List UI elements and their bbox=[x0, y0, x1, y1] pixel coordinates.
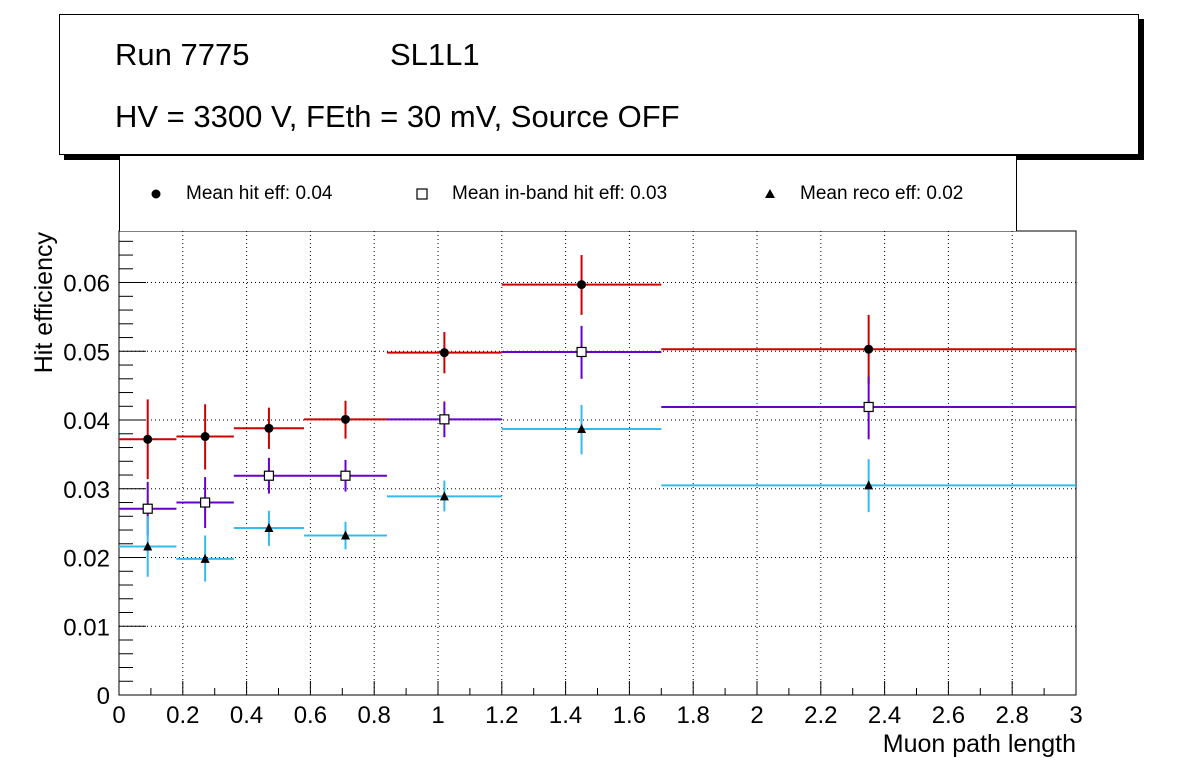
filled-circle-icon bbox=[148, 186, 164, 202]
y-tick-label: 0.04 bbox=[63, 408, 110, 435]
data-series bbox=[119, 255, 1076, 582]
legend-entry-reco: Mean reco eff: 0.02 bbox=[762, 182, 963, 206]
data-point-reco bbox=[386, 480, 502, 512]
layer-name: SL1L1 bbox=[390, 37, 480, 72]
x-tick-label: 1.4 bbox=[549, 702, 582, 729]
open-square-icon bbox=[414, 186, 430, 202]
data-point-reco bbox=[501, 404, 662, 455]
data-point-hit bbox=[176, 404, 234, 470]
data-point-inband bbox=[233, 457, 305, 494]
marker-circle bbox=[200, 432, 210, 442]
marker-open-square bbox=[576, 346, 587, 358]
run-conditions: HV = 3300 V, FEth = 30 mV, Source OFF bbox=[115, 99, 680, 134]
legend-entry-hit: Mean hit eff: 0.04 bbox=[148, 182, 332, 206]
x-tick-label: 0.8 bbox=[358, 702, 391, 729]
data-point-hit bbox=[119, 399, 177, 480]
x-axis-label: Muon path length bbox=[883, 730, 1076, 758]
data-point-reco bbox=[304, 521, 387, 550]
x-tick-label: 1 bbox=[431, 702, 444, 729]
y-axis-label: Hit efficiency bbox=[30, 232, 58, 374]
marker-open-square bbox=[200, 497, 211, 508]
tick-labels: 0 0.2 0.4 0.6 0.8 1 1.2 1.4 1.6 1.8 2 2.2 2.4 2.6 2.8 3… bbox=[63, 271, 1082, 729]
x-tick-label: 0 bbox=[112, 702, 125, 729]
marker-circle bbox=[143, 434, 153, 444]
data-point-hit bbox=[386, 332, 502, 374]
legend-label-reco: Mean reco eff: 0.02 bbox=[800, 183, 964, 204]
y-tick-label: 0.05 bbox=[63, 339, 110, 366]
plot-frame bbox=[118, 230, 1077, 696]
data-point-inband bbox=[304, 459, 387, 492]
x-tick-label: 3 bbox=[1069, 702, 1082, 729]
data-point-inband bbox=[386, 401, 502, 438]
x-tick-label: 0.4 bbox=[230, 702, 263, 729]
filled-triangle-icon bbox=[762, 186, 778, 202]
legend-label-inband: Mean in-band hit eff: 0.03 bbox=[452, 183, 668, 204]
x-tick-label: 1.8 bbox=[677, 702, 710, 729]
legend-entry-inband: Mean in-band hit eff: 0.03 bbox=[414, 182, 667, 206]
data-point-reco bbox=[661, 459, 1076, 513]
marker-open-square bbox=[863, 401, 874, 413]
data-point-hit bbox=[304, 400, 387, 439]
data-point-hit bbox=[501, 255, 662, 315]
marker-triangle bbox=[264, 522, 274, 532]
data-point-inband bbox=[176, 477, 234, 528]
legend-label-hit: Mean hit eff: 0.04 bbox=[186, 183, 333, 204]
marker-open-square bbox=[263, 470, 275, 481]
y-tick-label: 0.03 bbox=[63, 477, 110, 504]
y-tick-label: 0.01 bbox=[63, 614, 110, 641]
x-tick-label: 0.6 bbox=[294, 702, 327, 729]
x-tick-label: 2.6 bbox=[932, 702, 965, 729]
marker-circle bbox=[864, 344, 874, 354]
data-point-reco bbox=[233, 510, 305, 546]
x-tick-label: 2 bbox=[750, 702, 763, 729]
marker-triangle bbox=[577, 423, 587, 433]
data-point-hit bbox=[661, 314, 1076, 384]
marker-triangle bbox=[200, 553, 210, 563]
y-tick-label: 0.02 bbox=[63, 546, 110, 573]
marker-triangle bbox=[340, 530, 350, 540]
data-point-reco bbox=[119, 516, 177, 577]
run-number: Run 7775 bbox=[115, 37, 250, 72]
axis-ticks bbox=[118, 240, 1077, 696]
marker-triangle bbox=[864, 480, 874, 490]
y-tick-label: 0 bbox=[97, 683, 110, 710]
marker-circle bbox=[577, 280, 587, 290]
grid-lines bbox=[119, 231, 1076, 695]
x-tick-label: 2.2 bbox=[804, 702, 837, 729]
marker-circle bbox=[439, 348, 449, 358]
data-point-reco bbox=[176, 535, 234, 582]
x-tick-label: 0.2 bbox=[166, 702, 199, 729]
marker-triangle bbox=[143, 541, 153, 551]
legend: Mean hit eff: 0.04 Mean in-band hit eff:… bbox=[119, 156, 1017, 231]
x-tick-label: 2.8 bbox=[996, 702, 1029, 729]
x-tick-label: 1.2 bbox=[485, 702, 518, 729]
title-box: Run 7775 SL1L1 HV = 3300 V, FEth = 30 mV… bbox=[59, 14, 1139, 155]
marker-open-square bbox=[142, 503, 153, 514]
marker-triangle bbox=[439, 491, 449, 501]
series-hit bbox=[119, 255, 1076, 480]
data-point-inband bbox=[661, 376, 1076, 440]
data-point-inband bbox=[501, 325, 662, 379]
series-reco bbox=[119, 404, 1076, 582]
marker-circle bbox=[264, 423, 274, 433]
series-inband bbox=[119, 325, 1076, 536]
marker-open-square bbox=[340, 470, 351, 481]
data-point-hit bbox=[233, 407, 305, 449]
marker-circle bbox=[340, 414, 350, 424]
y-tick-label: 0.06 bbox=[63, 271, 110, 298]
x-tick-label: 2.4 bbox=[868, 702, 901, 729]
x-tick-label: 1.6 bbox=[613, 702, 646, 729]
marker-open-square bbox=[439, 414, 450, 425]
